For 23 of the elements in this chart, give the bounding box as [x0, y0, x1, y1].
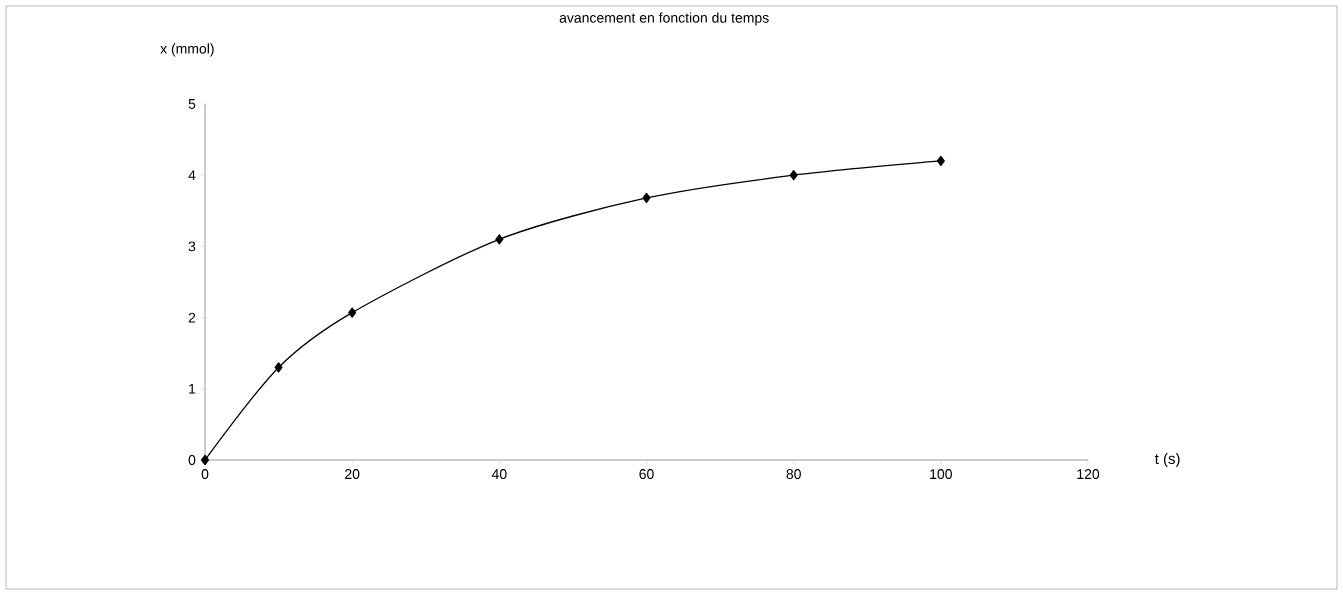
- y-axis-title: x (mmol): [160, 43, 214, 57]
- point: [274, 362, 283, 373]
- x-tick-label: 40: [491, 469, 507, 480]
- point: [200, 454, 210, 466]
- x-tick-label: 20: [345, 469, 360, 480]
- x-tick-label: 120: [1077, 469, 1100, 480]
- point: [789, 170, 798, 181]
- x-tick-label: 80: [786, 469, 801, 480]
- y-tick-label: 5: [188, 99, 196, 109]
- y-tick-label: 0: [188, 455, 196, 465]
- x-tick-label: 0: [201, 469, 209, 480]
- y-tick-label: 2: [188, 312, 196, 323]
- point: [936, 155, 945, 167]
- y-tick-label: 1: [189, 383, 196, 394]
- y-tick-label: 4: [188, 170, 196, 181]
- point: [495, 234, 504, 245]
- x-axis-title: t (s): [1154, 453, 1180, 467]
- x-tick-label: 60: [639, 469, 654, 480]
- point: [348, 307, 357, 318]
- point: [642, 192, 651, 204]
- x-tick-label: 100: [930, 469, 952, 480]
- y-tick-label: 3: [188, 241, 196, 252]
- chart-title: avancement en fonction du temps: [559, 12, 769, 26]
